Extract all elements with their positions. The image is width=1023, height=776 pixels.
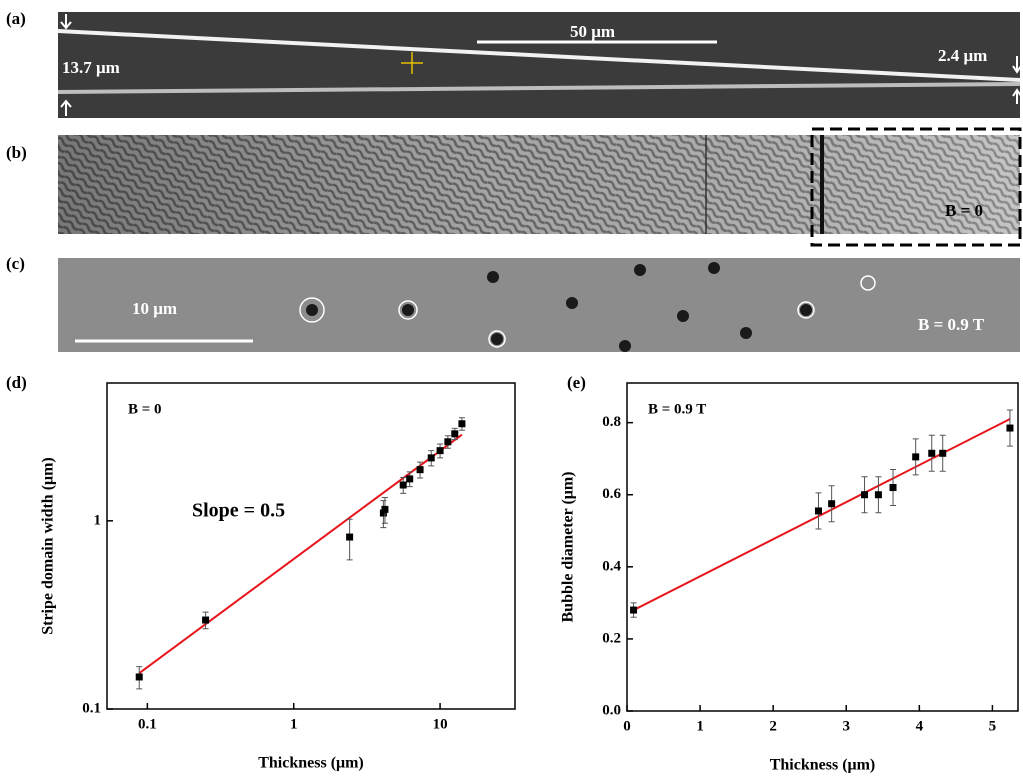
x-tick-label: 5 (989, 718, 997, 734)
fit-line (138, 433, 463, 674)
data-point (828, 500, 836, 508)
data-point (346, 533, 354, 541)
y-tick-label: 0.6 (602, 486, 621, 502)
data-point (1006, 424, 1014, 432)
data-point (861, 491, 869, 499)
annotation: B = 0 (128, 401, 162, 417)
fit-line (633, 418, 1011, 611)
y-tick-label: 0.4 (602, 558, 621, 574)
y-axis-label: Stripe domain width (μm) (40, 457, 57, 635)
data-point (928, 449, 936, 457)
data-point (436, 447, 444, 455)
micrograph-a (57, 12, 1022, 118)
data-point (416, 466, 424, 474)
y-tick-label: 0.8 (602, 414, 621, 430)
data-point (427, 454, 435, 462)
x-tick-label: 10 (433, 716, 448, 732)
micrograph-c (58, 258, 1020, 352)
data-point (912, 453, 920, 461)
data-point (451, 430, 459, 438)
thickness-label: 2.4 μm (938, 46, 987, 65)
x-axis-label: Thickness (μm) (258, 755, 364, 772)
scale-label: 50 μm (570, 22, 615, 41)
data-point (379, 509, 387, 517)
y-axis-label: Bubble diameter (μm) (560, 472, 577, 623)
panel-label: (d) (6, 373, 27, 392)
annotation: B = 0.9 T (648, 401, 706, 417)
y-tick-label: 1 (94, 512, 102, 528)
micrograph-b (58, 127, 1022, 247)
data-point (399, 481, 407, 489)
x-tick-label: 1 (290, 716, 298, 732)
x-tick-label: 0.1 (138, 716, 157, 732)
field-label: B = 0 (945, 201, 983, 220)
data-point (135, 673, 143, 681)
data-point (874, 491, 882, 499)
data-point (444, 438, 452, 446)
x-axis-label: Thickness (μm) (770, 757, 876, 774)
y-tick-label: 0.2 (602, 630, 621, 646)
annotation: Slope = 0.5 (192, 500, 285, 522)
plot-frame (626, 382, 1019, 712)
x-tick-label: 0 (623, 718, 631, 734)
data-point (630, 606, 638, 614)
data-point (458, 420, 466, 428)
panel-label: (b) (6, 143, 27, 162)
scale-label: 10 μm (132, 299, 177, 318)
x-tick-label: 3 (843, 718, 851, 734)
thickness-label: 13.7 μm (62, 58, 120, 77)
field-label: B = 0.9 T (918, 315, 985, 334)
panel-label: (c) (6, 254, 25, 273)
data-point (202, 616, 210, 624)
data-point (814, 507, 822, 515)
x-tick-label: 2 (769, 718, 777, 734)
y-tick-label: 0.0 (602, 702, 621, 718)
plot-frame (106, 382, 516, 710)
y-tick-label: 0.1 (82, 700, 101, 716)
data-point (406, 475, 414, 483)
data-point (889, 484, 897, 492)
data-point (939, 449, 947, 457)
panel-label: (e) (567, 373, 586, 392)
panel-label: (a) (6, 9, 26, 28)
data-point (381, 505, 389, 513)
x-tick-label: 4 (916, 718, 924, 734)
x-tick-label: 1 (696, 718, 704, 734)
